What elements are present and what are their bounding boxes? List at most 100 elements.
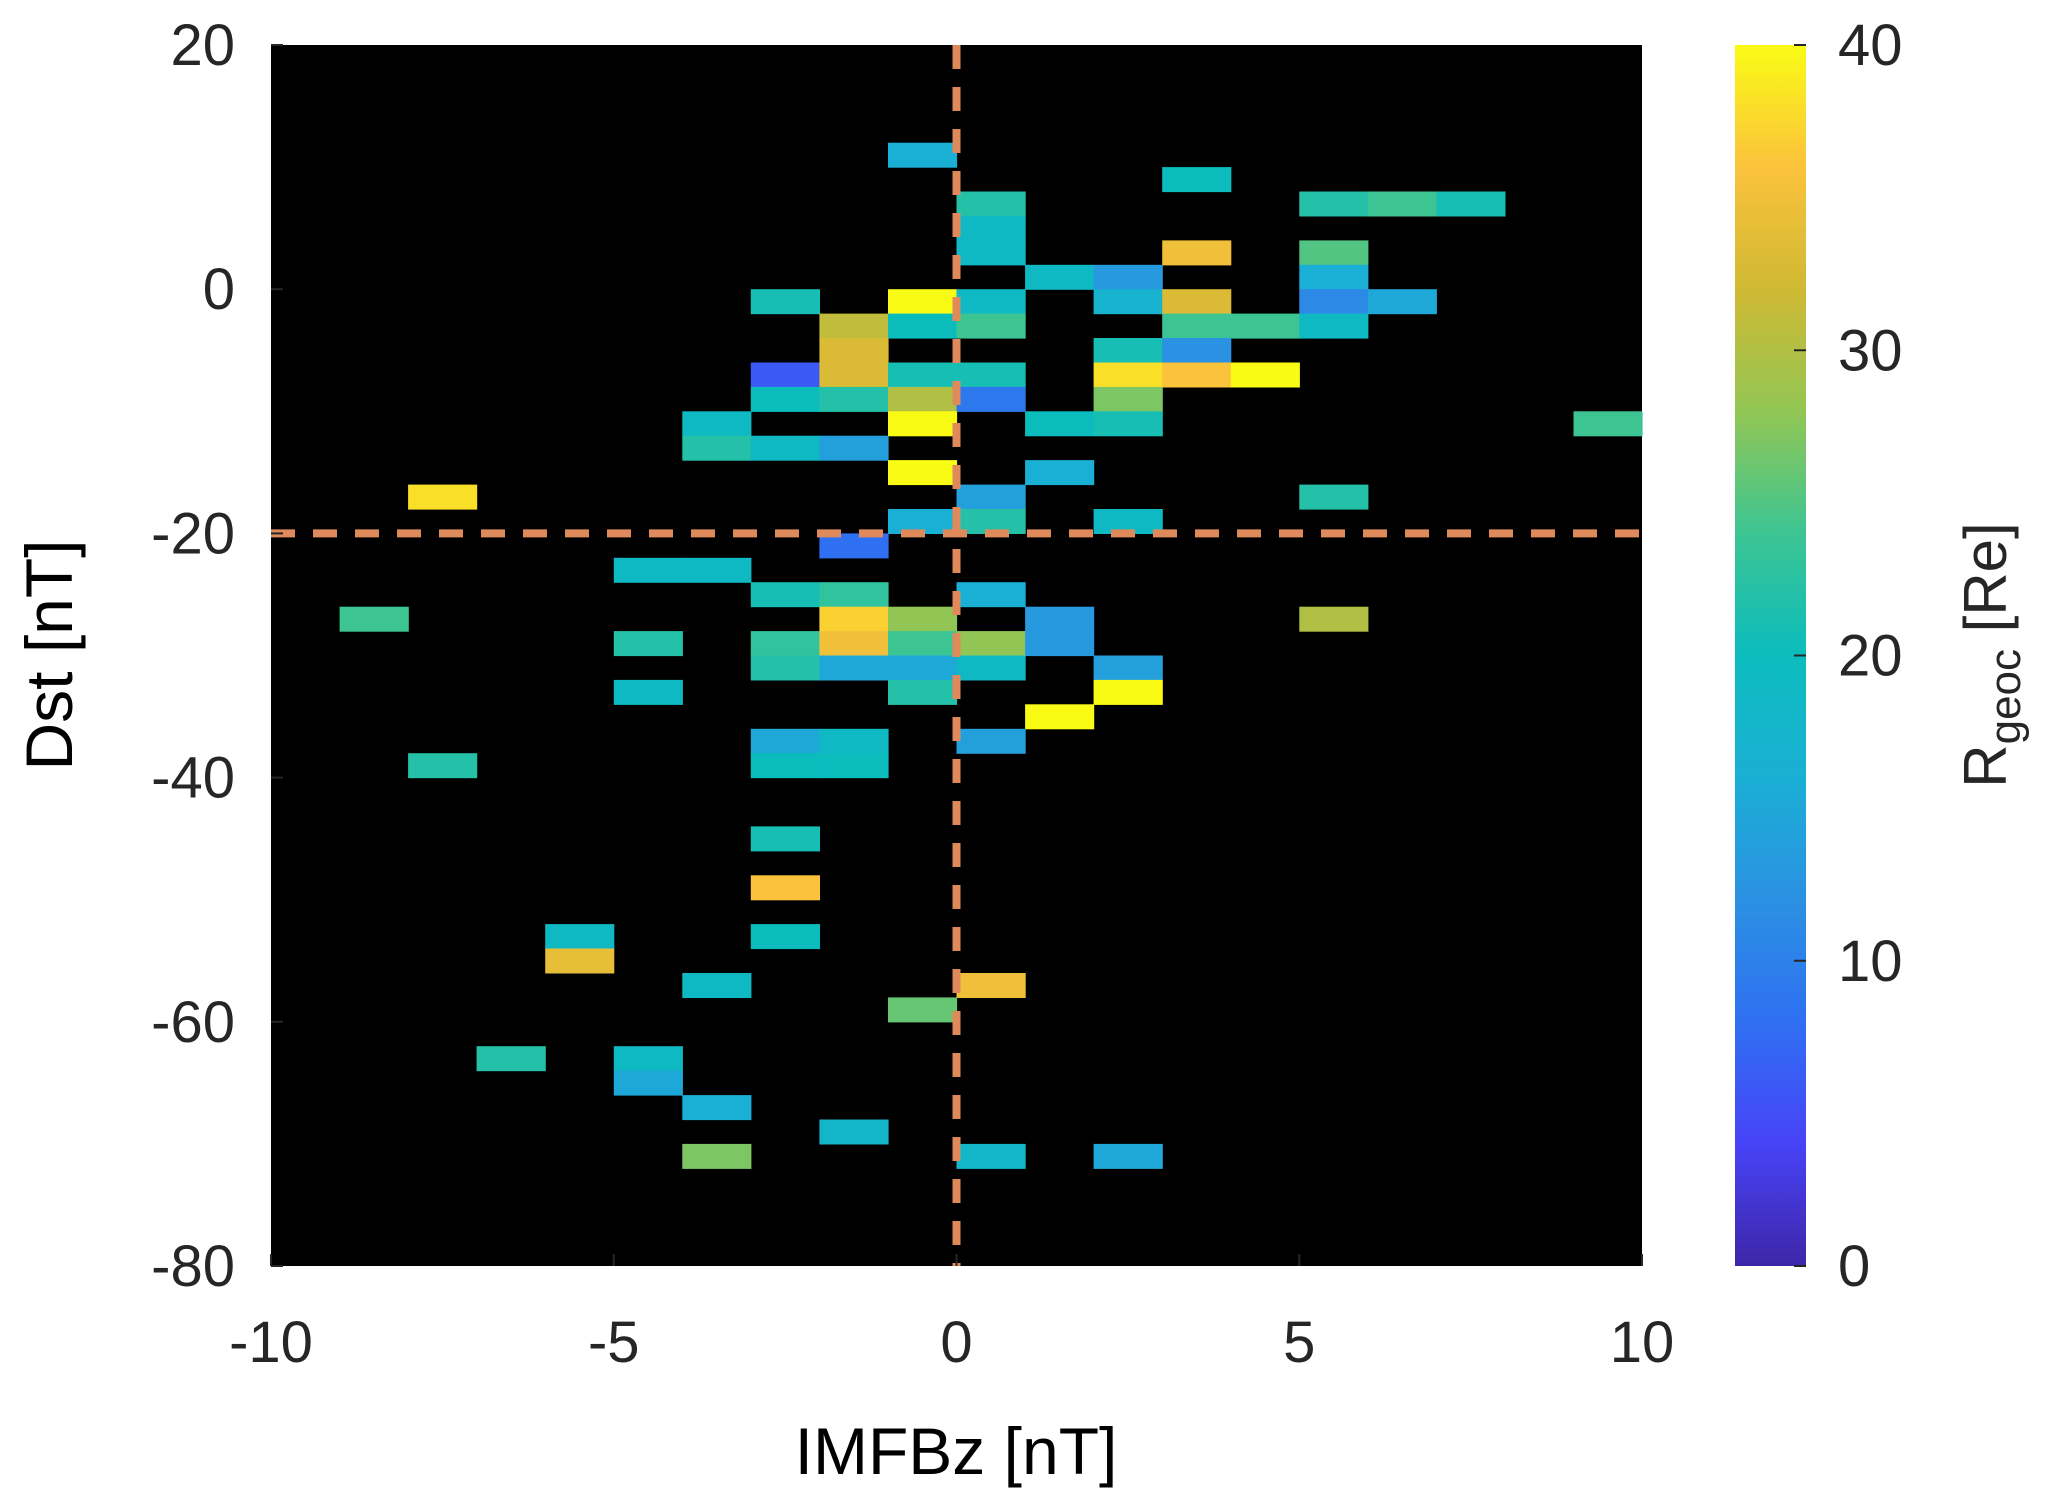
x-axis-ticks: -10 -5 0 5 10 bbox=[229, 1254, 1674, 1375]
heatmap-cell bbox=[613, 1046, 683, 1072]
x-tick-label: 5 bbox=[1283, 1310, 1315, 1375]
heatmap-cell bbox=[750, 289, 820, 315]
y-tick-label: 0 bbox=[203, 257, 235, 322]
heatmap-cell bbox=[682, 411, 752, 437]
colorbar-tick-label: 30 bbox=[1838, 318, 1903, 383]
heatmap-cell bbox=[1230, 362, 1300, 388]
heatmap-cell bbox=[956, 386, 1026, 412]
heatmap-cell bbox=[750, 386, 820, 412]
heatmap-cell bbox=[888, 289, 958, 315]
heatmap-cell bbox=[613, 679, 683, 705]
heatmap-cell bbox=[750, 655, 820, 681]
heatmap-cell bbox=[682, 973, 752, 998]
colorbar-tick-label: 10 bbox=[1838, 929, 1903, 994]
heatmap-cell bbox=[1299, 240, 1369, 266]
heatmap-cell bbox=[408, 753, 478, 779]
heatmap-cell bbox=[1093, 679, 1163, 705]
heatmap-cell bbox=[750, 924, 820, 950]
heatmap-cell bbox=[956, 313, 1026, 339]
colorbar-label-sub: geoc bbox=[1981, 649, 2030, 744]
heatmap-cell bbox=[1093, 264, 1163, 290]
heatmap-cell bbox=[1093, 655, 1163, 681]
heatmap-cell bbox=[1299, 264, 1369, 290]
heatmap-cell bbox=[1093, 289, 1163, 315]
y-axis-label: Dst [nT] bbox=[12, 539, 86, 770]
heatmap-cell bbox=[1436, 191, 1506, 217]
heatmap-cell bbox=[888, 313, 958, 339]
heatmap-cell bbox=[956, 655, 1026, 681]
heatmap-cell bbox=[1230, 313, 1300, 339]
heatmap-cell bbox=[819, 1119, 889, 1145]
heatmap-cell bbox=[956, 240, 1026, 266]
heatmap-cell bbox=[956, 973, 1026, 998]
heatmap-cell bbox=[1025, 411, 1095, 437]
heatmap-cells bbox=[339, 142, 1643, 1169]
heatmap-cell bbox=[1025, 606, 1095, 632]
y-tick-label: -20 bbox=[151, 501, 235, 566]
heatmap-cell bbox=[1025, 631, 1095, 657]
y-tick-label: -40 bbox=[151, 746, 235, 811]
heatmap-cell bbox=[1093, 1143, 1163, 1169]
colorbar-label-unit: [Re] bbox=[1952, 522, 2019, 649]
heatmap-cell bbox=[888, 631, 958, 657]
colorbar-tick-label: 20 bbox=[1838, 624, 1903, 689]
heatmap-cell bbox=[682, 557, 752, 583]
heatmap-cell bbox=[750, 826, 820, 852]
heatmap-cell bbox=[819, 435, 889, 461]
heatmap-cell bbox=[956, 728, 1026, 754]
heatmap-cell bbox=[819, 338, 889, 363]
heatmap-cell bbox=[682, 1095, 752, 1121]
heatmap-cell bbox=[750, 582, 820, 608]
heatmap-cell bbox=[1162, 338, 1232, 363]
heatmap-cell bbox=[819, 386, 889, 412]
heatmap-cell bbox=[1299, 484, 1369, 510]
heatmap-cell bbox=[888, 411, 958, 437]
heatmap-cell bbox=[956, 362, 1026, 388]
heatmap-cell bbox=[1025, 264, 1095, 290]
heatmap-cell bbox=[339, 606, 409, 632]
heatmap-cell bbox=[819, 631, 889, 657]
heatmap-cell bbox=[819, 606, 889, 632]
heatmap-cell bbox=[1025, 460, 1095, 486]
heatmap-cell bbox=[819, 582, 889, 608]
heatmap-cell bbox=[1162, 313, 1232, 339]
heatmap-cell bbox=[888, 997, 958, 1023]
heatmap-cell bbox=[476, 1046, 546, 1072]
heatmap-cell bbox=[888, 606, 958, 632]
colorbar-tick-label: 40 bbox=[1838, 13, 1903, 78]
colorbar-tick-label: 0 bbox=[1838, 1234, 1870, 1299]
heatmap-cell bbox=[682, 1143, 752, 1169]
heatmap-cell bbox=[1162, 289, 1232, 315]
heatmap-cell bbox=[819, 313, 889, 339]
heatmap-cell bbox=[613, 631, 683, 657]
heatmap-cell bbox=[1299, 313, 1369, 339]
heatmap-cell bbox=[1299, 191, 1369, 217]
heatmap-cell bbox=[750, 875, 820, 901]
heatmap-cell bbox=[613, 1070, 683, 1096]
heatmap-cell bbox=[1093, 411, 1163, 437]
heatmap-cell bbox=[1299, 289, 1369, 315]
colorbar-label: Rgeoc [Re] bbox=[1952, 522, 2030, 787]
x-tick-label: 10 bbox=[1610, 1310, 1675, 1375]
heatmap-cell bbox=[819, 533, 889, 559]
heatmap-cell bbox=[819, 655, 889, 681]
y-tick-label: -60 bbox=[151, 990, 235, 1055]
heatmap-cell bbox=[888, 142, 958, 168]
heatmap-cell bbox=[956, 484, 1026, 510]
heatmap-cell bbox=[888, 460, 958, 486]
heatmap-cell bbox=[545, 924, 615, 950]
heatmap-cell bbox=[888, 386, 958, 412]
heatmap-cell bbox=[1093, 386, 1163, 412]
heatmap-cell bbox=[545, 948, 615, 974]
heatmap-cell bbox=[1162, 240, 1232, 266]
heatmap-cell bbox=[819, 728, 889, 754]
heatmap-cell bbox=[1573, 411, 1643, 437]
heatmap-cell bbox=[956, 631, 1026, 657]
heatmap-cell bbox=[750, 631, 820, 657]
heatmap-cell bbox=[613, 557, 683, 583]
colorbar-ticks: 0 10 20 30 40 bbox=[1794, 13, 1903, 1299]
heatmap-cell bbox=[1093, 362, 1163, 388]
heatmap-cell bbox=[750, 435, 820, 461]
heatmap-cell bbox=[1093, 338, 1163, 363]
